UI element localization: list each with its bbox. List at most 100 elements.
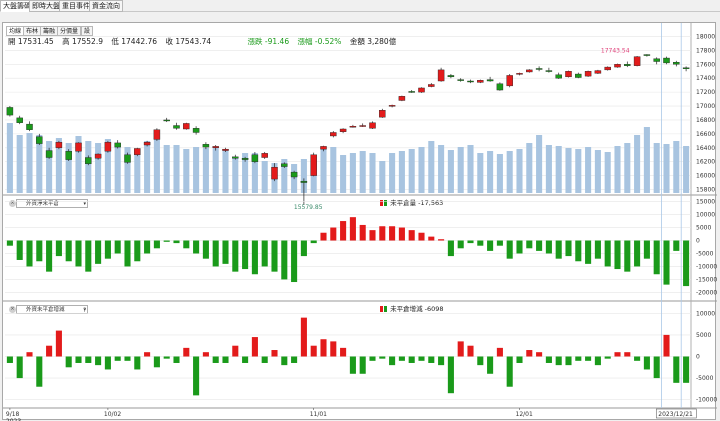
net-oi-bar — [536, 240, 543, 251]
candle-body — [330, 132, 337, 137]
volume-bar — [85, 141, 92, 193]
net-oi-bar — [516, 240, 523, 254]
oi-change-bar — [271, 350, 278, 357]
volume-bar — [418, 147, 425, 193]
price-tick-label: 18000 — [696, 33, 715, 40]
volume-bar — [398, 151, 405, 193]
net-oi-bar — [369, 230, 376, 241]
oi-tick-label: 10000 — [696, 212, 715, 219]
candle-body — [183, 123, 190, 130]
net-oi-bar — [212, 240, 219, 267]
oi-change-bar — [614, 352, 621, 357]
close-icon[interactable]: × — [9, 200, 16, 207]
volume-bar — [340, 155, 347, 193]
date-label: 12/01 — [516, 411, 533, 418]
net-oi-bar — [653, 240, 660, 275]
tab-fund-flow[interactable]: 資金流向 — [89, 0, 123, 12]
net-oi-bar — [683, 240, 690, 287]
net-oi-bar — [457, 240, 464, 249]
subtab-settings[interactable]: 設 — [81, 26, 94, 36]
price-tick-label: 16000 — [696, 173, 715, 180]
net-oi-bar — [555, 240, 562, 259]
oi-change-bar — [173, 356, 180, 363]
candle-body — [163, 119, 170, 122]
oi-change-legend: 未平倉增減 -6098 — [380, 303, 444, 313]
candle-body — [506, 75, 513, 87]
candle-body — [467, 80, 474, 83]
candle-body — [447, 75, 455, 78]
candle-body — [388, 105, 396, 107]
net-oi-bar — [281, 240, 288, 280]
net-oi-bar — [36, 240, 43, 262]
oi-change-bar — [467, 345, 474, 357]
volume-bar — [134, 149, 141, 193]
volume-bar — [349, 153, 356, 193]
volume-bar — [46, 141, 53, 193]
chg-tick-label: -10000 — [696, 397, 717, 404]
net-oi-bar — [55, 240, 62, 257]
net-oi-bar — [232, 240, 239, 272]
oi-change-bar — [565, 356, 572, 366]
chg-tick-label: 10000 — [696, 310, 715, 317]
net-oi-bar — [193, 240, 200, 254]
net-oi-bar — [663, 240, 670, 285]
volume-bar — [281, 159, 288, 193]
cursor-date-box — [655, 408, 697, 419]
year-label: 2023 — [6, 418, 21, 421]
volume-bar — [232, 157, 239, 193]
volume-bar — [16, 135, 23, 193]
oi-change-bar — [438, 356, 445, 366]
net-oi-bar — [46, 240, 53, 272]
market-chart-canvas[interactable]: 18000 17800 17600 17400 17200 17000 16800 16600… — [3, 23, 717, 421]
volume-bar — [653, 143, 660, 193]
candle-body — [673, 62, 680, 65]
volume-bar — [163, 145, 170, 193]
volume-bar — [526, 143, 533, 193]
tab-key-events[interactable]: 重目事件 — [59, 0, 93, 12]
close-value: 收 17543.74 — [165, 37, 212, 46]
net-oi-bar — [614, 240, 621, 270]
oi-change-bar — [447, 356, 454, 394]
volume-bar — [389, 153, 396, 193]
net-oi-select[interactable]: × 外資淨未平倉 ▾ — [9, 199, 88, 208]
volume-bar — [65, 143, 72, 193]
volume-bar — [457, 147, 464, 193]
net-oi-bar — [291, 240, 298, 283]
subtab-price-volume[interactable]: 分價量 — [57, 26, 82, 36]
volume-bar — [477, 153, 484, 193]
price-tick-label: 17600 — [696, 61, 715, 68]
net-oi-bar — [585, 240, 592, 264]
oi-tick-label: 5000 — [696, 225, 711, 232]
oi-change-bar — [183, 347, 190, 357]
oi-change-bar — [555, 356, 562, 366]
net-oi-bar — [153, 240, 160, 249]
oi-change-bar — [193, 356, 200, 396]
net-oi-bar — [545, 240, 552, 254]
oi-change-bar — [95, 356, 102, 366]
oi-tick-label: -20000 — [696, 289, 717, 296]
candle-body — [153, 129, 161, 140]
candle-body — [398, 96, 406, 101]
oi-change-bar — [202, 352, 209, 357]
candle-body — [261, 153, 268, 158]
net-oi-bar — [634, 240, 641, 267]
volume-bar — [242, 153, 249, 193]
candle-body — [575, 73, 582, 78]
oi-change-bar — [36, 356, 43, 387]
oi-change-bar — [428, 356, 435, 363]
close-icon[interactable]: × — [9, 306, 16, 313]
oi-change-bar — [232, 345, 239, 357]
net-oi-bar — [594, 240, 601, 259]
volume-bar — [36, 135, 43, 193]
help-icon[interactable]: ? — [83, 306, 87, 314]
candle-body — [124, 154, 131, 163]
oi-change-bar — [545, 356, 552, 363]
chg-tick-label: 0 — [696, 354, 700, 361]
oi-change-bar — [506, 356, 513, 387]
tab-realtime-market[interactable]: 即時大盤 — [29, 0, 63, 12]
net-oi-bar — [496, 240, 503, 246]
volume-bar — [496, 154, 503, 193]
oi-change-bar — [389, 356, 396, 366]
net-oi-bar — [408, 230, 415, 241]
oi-tick-label: -5000 — [696, 250, 714, 257]
